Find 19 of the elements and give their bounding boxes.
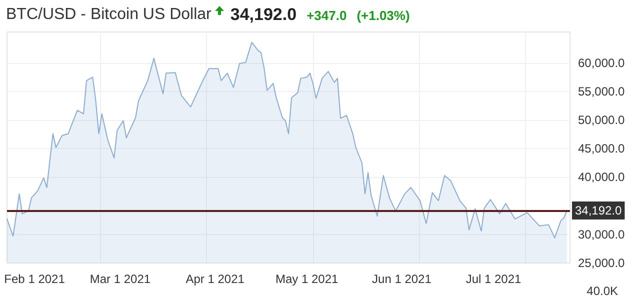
text: +347.0 [306,8,347,22]
x-tick-label: Mar 1 2021 [90,272,151,286]
ref-line-label: 34,192.0 [575,203,622,218]
text: 34,192.0 [230,5,297,25]
text: (+1.03%) [356,8,410,22]
chart-title: BTC/USD - Bitcoin US Dollar [6,6,212,24]
y-tick-label: 60,000.0 [578,56,626,70]
x-tick-label: Jul 1 2021 [466,272,522,286]
y-tick-label: 45,000.0 [578,142,626,156]
y-tick-label: 30,000.0 [578,227,626,242]
y-tick-label: 50,000.0 [578,113,626,128]
y-tick-label: 25,000.0 [578,256,626,270]
x-tick-label: Apr 1 2021 [186,272,245,286]
x-tick-label: May 1 2021 [276,272,339,286]
y-tick-label: 55,000.0 [578,84,626,98]
y-tick-label: 40,000.0 [578,170,626,184]
x-tick-label: Jun 1 2021 [372,272,432,286]
x-tick-label: Feb 1 2021 [4,272,66,286]
text: 40.0K [586,284,618,298]
